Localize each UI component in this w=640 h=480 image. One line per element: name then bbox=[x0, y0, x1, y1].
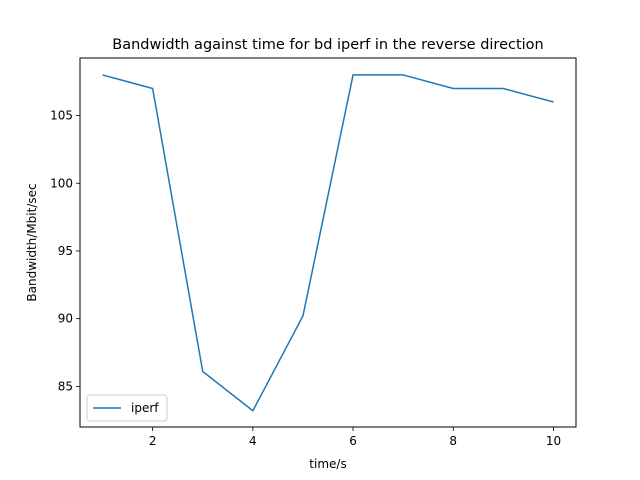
legend-box bbox=[86, 394, 168, 422]
x-tick-label: 10 bbox=[546, 434, 561, 448]
y-tick-label: 100 bbox=[50, 176, 73, 190]
y-tick-label: 105 bbox=[50, 109, 73, 123]
y-tick-label: 85 bbox=[58, 379, 73, 393]
legend: iperf bbox=[86, 394, 168, 422]
y-axis-label: Bandwidth/Mbit/sec bbox=[25, 183, 39, 301]
x-tick-label: 8 bbox=[449, 434, 457, 448]
x-axis: 2 4 6 8 10 bbox=[149, 427, 561, 448]
y-tick-label: 90 bbox=[58, 312, 73, 326]
y-axis: 85 90 95 100 105 bbox=[50, 109, 80, 393]
plot-frame bbox=[79, 57, 577, 428]
legend-label: iperf bbox=[131, 401, 159, 415]
x-tick-label: 4 bbox=[249, 434, 257, 448]
x-tick-label: 6 bbox=[349, 434, 357, 448]
plot-area bbox=[102, 74, 554, 412]
x-tick-label: 2 bbox=[149, 434, 157, 448]
series-line-0 bbox=[102, 74, 554, 412]
y-tick-label: 95 bbox=[58, 244, 73, 258]
x-axis-label: time/s bbox=[309, 457, 346, 471]
chart-title: Bandwidth against time for bd iperf in t… bbox=[112, 37, 544, 53]
